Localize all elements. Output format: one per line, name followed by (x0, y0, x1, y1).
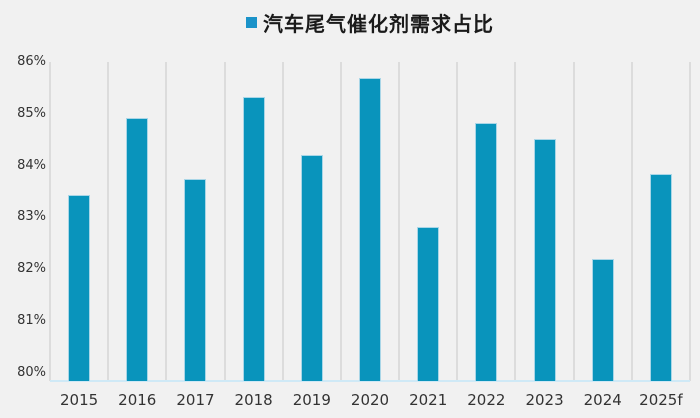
vertical-gridline (456, 62, 459, 381)
bar-2015 (68, 195, 91, 381)
x-tick-label-2019: 2019 (292, 391, 331, 409)
chart-legend: 汽车尾气催化剂需求占比 (50, 8, 690, 36)
bar-2019 (300, 155, 323, 381)
x-tick-label-2022: 2022 (467, 391, 506, 409)
vertical-gridline (49, 62, 51, 381)
bar-2017 (184, 179, 207, 381)
bar-2016 (126, 118, 149, 381)
vertical-gridline (223, 62, 226, 381)
x-tick-label-2018: 2018 (234, 391, 273, 409)
legend-series-label: 汽车尾气催化剂需求占比 (263, 11, 494, 36)
vertical-gridline (398, 62, 401, 381)
y-tick-label-85: 85% (17, 106, 46, 121)
y-tick-label-86: 86% (17, 54, 46, 69)
vertical-gridline (514, 62, 517, 381)
y-tick-label-81: 81% (17, 313, 46, 328)
bar-2024 (591, 259, 614, 381)
x-tick-label-2015: 2015 (59, 391, 99, 409)
x-tick-label-2017: 2017 (176, 391, 215, 409)
vertical-gridline (107, 62, 110, 381)
vertical-gridline (689, 62, 691, 381)
x-tick-label-2016: 2016 (118, 391, 157, 409)
vertical-gridline (630, 62, 633, 381)
x-tick-label-2020: 2020 (350, 391, 390, 409)
vertical-gridline (339, 62, 342, 381)
plot-area (49, 62, 691, 382)
x-axis-baseline (50, 380, 690, 382)
bar-2023 (533, 139, 556, 381)
bar-2021 (417, 227, 440, 381)
vertical-gridline (165, 62, 168, 381)
y-tick-label-80: 80% (17, 365, 46, 380)
bar-2020 (359, 78, 381, 381)
x-tick-label-2021: 2021 (409, 391, 448, 409)
x-tick-label-2024: 2024 (583, 391, 622, 409)
bar-2025f (649, 174, 672, 381)
y-tick-label-84: 84% (17, 158, 46, 173)
vertical-gridline (281, 62, 284, 381)
x-tick-label-2025f: 2025f (639, 391, 683, 409)
bar-2018 (242, 97, 265, 381)
x-tick-label-2023: 2023 (525, 391, 564, 409)
y-tick-label-82: 82% (17, 261, 46, 276)
vertical-gridline (572, 62, 575, 381)
bar-2022 (475, 123, 498, 381)
legend-marker-icon (246, 16, 257, 28)
y-tick-label-83: 83% (17, 209, 46, 224)
